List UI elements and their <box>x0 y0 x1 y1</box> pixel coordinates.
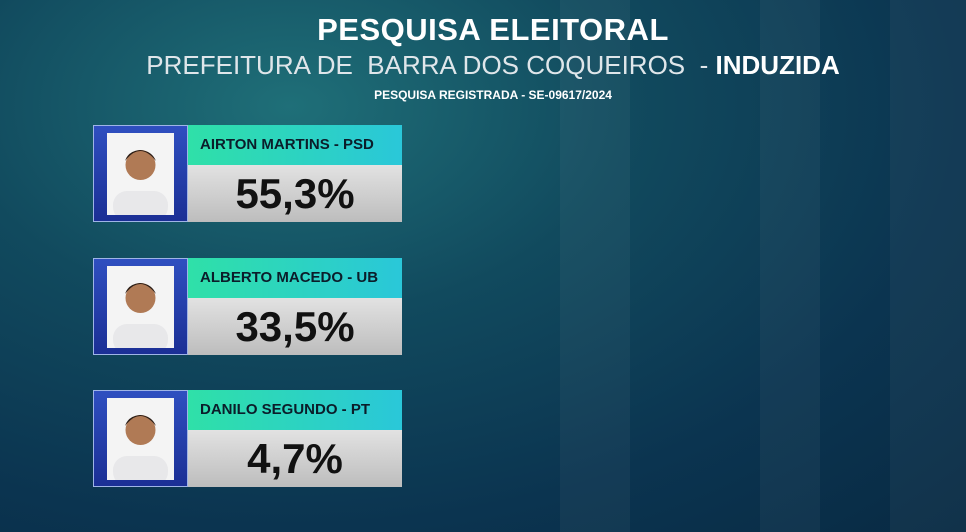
candidate-card: DANILO SEGUNDO - PT 4,7% <box>93 390 402 487</box>
candidate-result: 33,5% <box>188 297 402 355</box>
background-stripe <box>560 0 630 532</box>
candidate-photo <box>107 398 174 480</box>
candidate-name: DANILO SEGUNDO - PT <box>188 390 402 430</box>
photo-silhouette <box>113 150 168 215</box>
photo-frame <box>93 257 188 355</box>
background-stripe <box>760 0 820 532</box>
candidate-result: 4,7% <box>188 430 402 487</box>
separator: - <box>699 50 709 80</box>
registration: PESQUISA REGISTRADA - SE-09617/2024 <box>374 88 612 102</box>
variant: INDUZIDA <box>715 50 840 80</box>
candidate-name: ALBERTO MACEDO - UB <box>188 257 402 298</box>
candidate-card: AIRTON MARTINS - PSD 55,3% <box>93 125 402 222</box>
photo-silhouette <box>113 282 168 348</box>
title: PESQUISA ELEITORAL <box>317 12 669 47</box>
photo-frame <box>93 125 188 222</box>
candidate-photo <box>107 133 174 215</box>
candidate-result: 55,3% <box>188 165 402 222</box>
background-stripe <box>890 0 966 532</box>
photo-frame <box>93 390 188 487</box>
candidate-name: AIRTON MARTINS - PSD <box>188 125 402 165</box>
subtitle: PREFEITURA DE BARRA DOS COQUEIROS - INDU… <box>0 50 966 81</box>
candidate-photo <box>107 265 174 348</box>
photo-silhouette <box>113 415 168 480</box>
place: PREFEITURA DE BARRA DOS COQUEIROS <box>146 50 686 80</box>
candidate-card: ALBERTO MACEDO - UB 33,5% <box>93 257 402 355</box>
